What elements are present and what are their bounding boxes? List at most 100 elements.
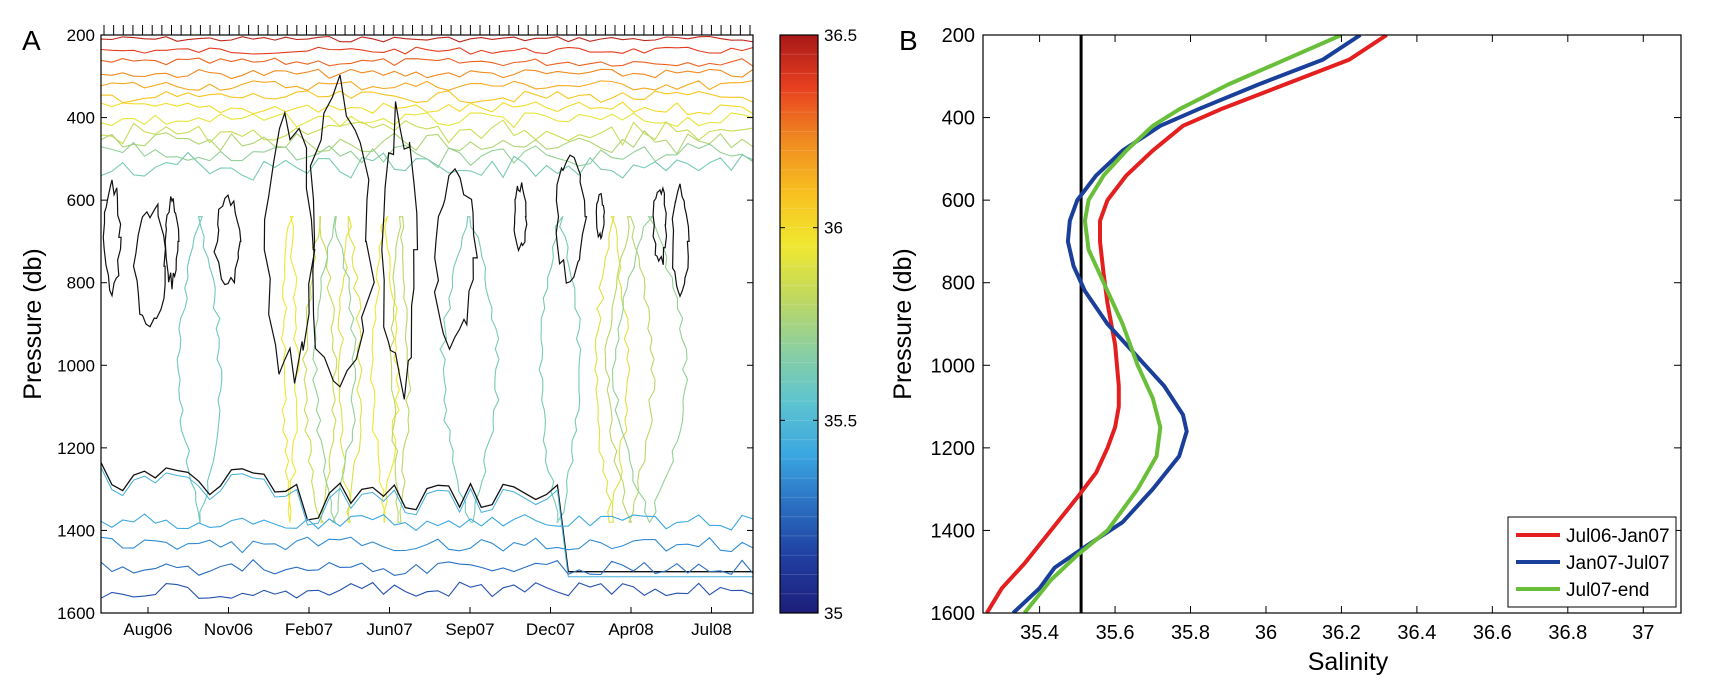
y-tick-label: 600 <box>942 190 975 212</box>
panel-a-letter: A <box>22 25 41 56</box>
x-tick-label: Sep07 <box>445 620 494 639</box>
contour-line <box>101 101 753 116</box>
x-tick-label: Dec07 <box>526 620 575 639</box>
y-tick-label: 1400 <box>931 520 976 542</box>
contour-35-5-blob <box>263 110 316 384</box>
y-tick-label: 800 <box>942 273 975 295</box>
contour-line <box>101 112 753 129</box>
colorbar: 35 35.5 36 36.5 <box>779 26 857 623</box>
x-tick-label: 36.4 <box>1397 622 1436 644</box>
y-tick-label: 600 <box>67 191 95 210</box>
legend-label: Jan07-Jul07 <box>1566 553 1670 574</box>
legend: Jul06-Jan07 Jan07-Jul07 Jul07-end <box>1507 516 1677 608</box>
contour-35-5-blob <box>555 154 588 284</box>
contour-35-5-blob <box>309 74 375 388</box>
contour-line <box>101 46 753 55</box>
series-line-jul07-end <box>1022 35 1343 613</box>
contour-35-5-lower <box>101 462 753 573</box>
panel-b-axes-frame <box>982 34 1682 614</box>
contour-line <box>301 216 338 523</box>
profile-tick-marks <box>103 25 751 35</box>
y-tick-label: 400 <box>942 108 975 130</box>
contour-line <box>101 57 753 67</box>
y-tick-label: 1600 <box>931 603 976 625</box>
legend-label: Jul06-Jan07 <box>1566 526 1670 547</box>
contour-line <box>101 129 753 155</box>
contour-line <box>101 513 753 532</box>
colorbar-gradient <box>780 35 818 613</box>
contour-35-5-blob <box>213 194 242 286</box>
contour-35-5-blob <box>164 196 180 290</box>
x-tick-label: 37 <box>1632 622 1654 644</box>
salinity-profiles <box>985 35 1388 613</box>
contour-35-5-blob <box>652 186 668 265</box>
y-tick-label: 1200 <box>57 439 95 458</box>
x-tick-label: 35.8 <box>1171 622 1210 644</box>
panel-a-x-ticks: Aug06 Nov06 Feb07 Jun07 Sep07 Dec07 Apr08 Jul08 <box>123 607 732 639</box>
panel-b-x-axis-label: Salinity <box>1308 648 1389 676</box>
x-tick-label: 36.2 <box>1322 622 1361 644</box>
contour-line <box>612 216 689 523</box>
x-tick-label: 35.4 <box>1020 622 1059 644</box>
colorbar-tick-label: 36.5 <box>824 26 857 45</box>
y-tick-label: 1200 <box>931 438 976 460</box>
contour-line <box>101 151 753 181</box>
contour-line <box>101 536 753 554</box>
contour-line <box>176 216 223 523</box>
contour-35-5-blob <box>513 182 528 253</box>
contour-line <box>604 216 656 523</box>
contour-line <box>280 216 301 523</box>
contour-line <box>101 90 753 104</box>
contour-35-5-blob <box>595 192 606 241</box>
y-tick-label: 1600 <box>57 604 95 623</box>
x-tick-label: 36 <box>1255 622 1277 644</box>
y-tick-label: 200 <box>67 26 95 45</box>
y-tick-label: 1400 <box>57 521 95 540</box>
x-tick-label: 36.6 <box>1473 622 1512 644</box>
salinity-contour-field <box>101 35 753 599</box>
contour-35-5-blob <box>671 183 690 298</box>
panel-b-y-axis-label: Pressure (db) <box>889 248 917 399</box>
colorbar-tick-label: 35.5 <box>824 411 857 430</box>
contour-35-5-blob <box>132 202 167 328</box>
colorbar-tick-label: 36 <box>824 219 843 238</box>
contour-35-5-blob <box>102 179 122 298</box>
x-tick-label: Apr08 <box>608 620 653 639</box>
y-tick-label: 200 <box>942 25 975 47</box>
contour-line <box>312 216 357 523</box>
x-tick-label: 36.8 <box>1548 622 1587 644</box>
x-tick-label: Aug06 <box>123 620 172 639</box>
contour-line <box>389 216 412 523</box>
colorbar-bands <box>780 53 818 595</box>
panel-a-y-axis-label: Pressure (db) <box>19 248 47 399</box>
x-tick-label: Feb07 <box>285 620 333 639</box>
series-line-jul06-jan07 <box>985 35 1388 613</box>
contour-line <box>369 216 401 523</box>
contour-35-5-blob <box>381 101 419 400</box>
contour-line <box>439 216 500 523</box>
y-tick-label: 1000 <box>931 355 976 377</box>
contour-line <box>101 467 753 578</box>
y-tick-label: 800 <box>67 274 95 293</box>
panel-a: A 200 400 600 800 1000 1200 1400 1600 Aug06 Nov0… <box>19 25 754 639</box>
panel-b-letter: B <box>899 25 918 56</box>
colorbar-tick-label: 35 <box>824 604 843 623</box>
contour-line <box>337 216 363 523</box>
colorbar-ticks: 35 35.5 36 36.5 <box>780 26 857 623</box>
contour-line <box>101 68 753 80</box>
panel-b-x-ticks: 35.4 35.6 35.8 36 36.2 36.4 36.6 36.8 37 <box>1020 35 1654 644</box>
panel-a-axes-frame <box>100 34 754 614</box>
colorbar-frame <box>779 34 819 614</box>
x-tick-label: Jun07 <box>366 620 412 639</box>
contour-35-5-blob <box>433 167 479 351</box>
contour-line <box>594 216 631 523</box>
panel-b-y-ticks: 200 400 600 800 1000 1200 1400 1600 <box>931 25 1681 625</box>
legend-label: Jul07-end <box>1566 580 1649 601</box>
panel-a-y-ticks: 200 400 600 800 1000 1200 1400 1600 <box>57 26 753 623</box>
y-tick-label: 1000 <box>57 356 95 375</box>
x-tick-label: Nov06 <box>204 620 253 639</box>
contour-line <box>101 35 753 43</box>
contour-line <box>538 216 582 523</box>
